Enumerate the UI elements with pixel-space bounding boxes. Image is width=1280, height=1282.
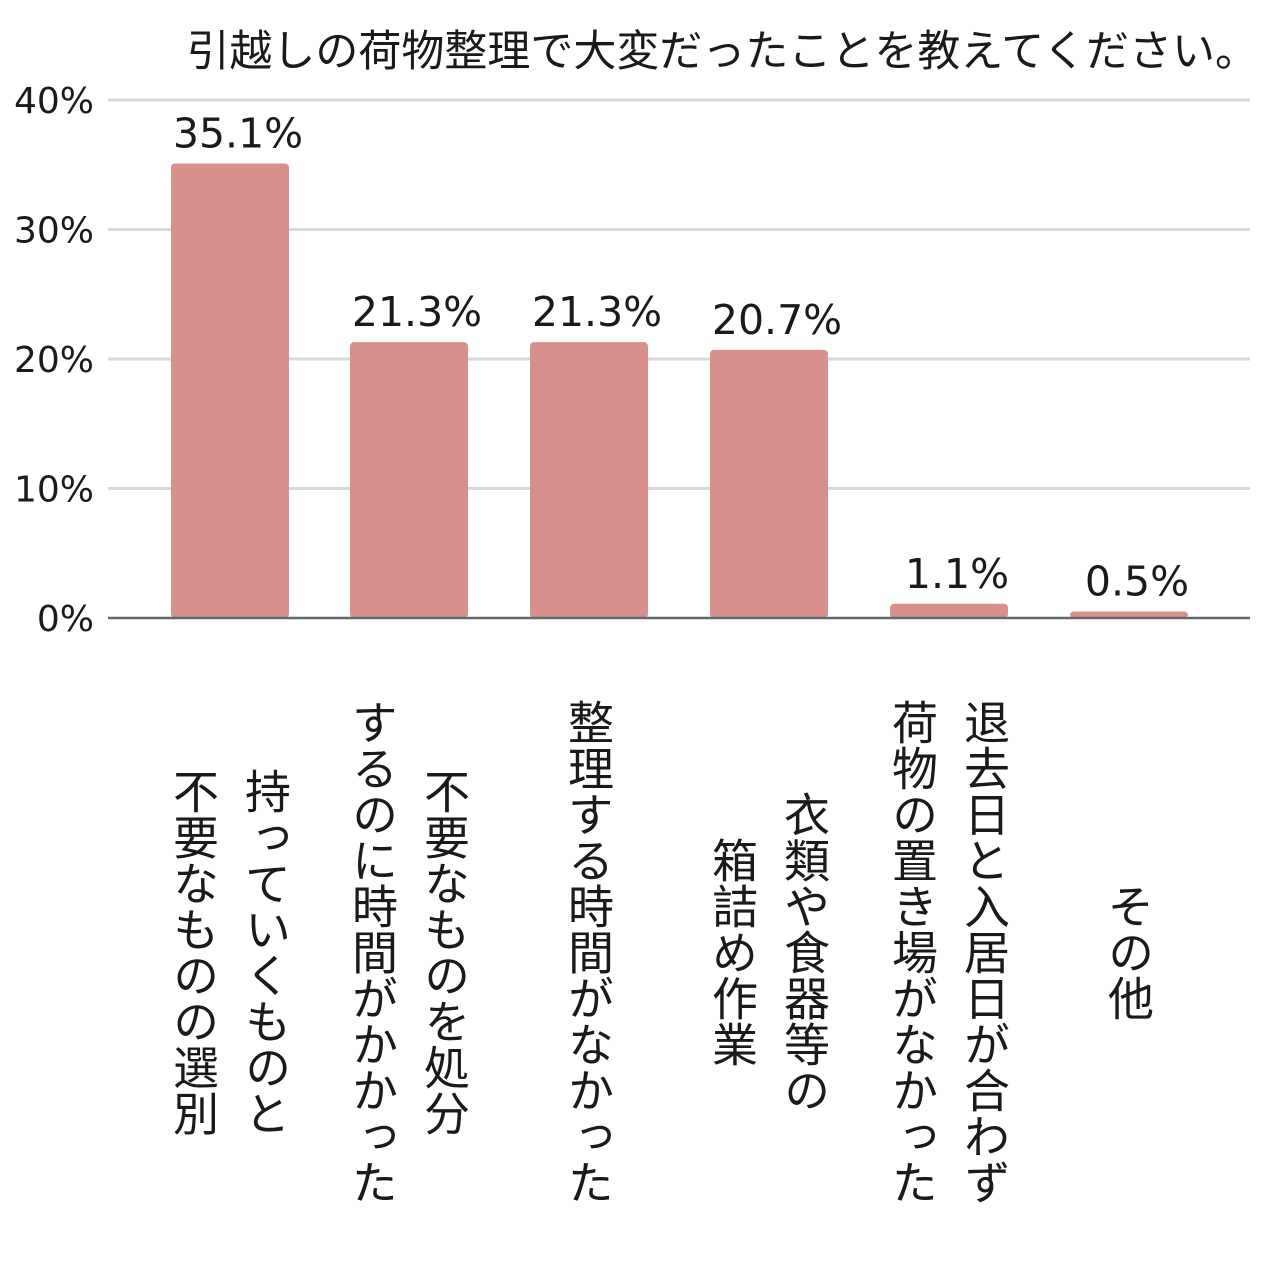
category-label: 荷物の置き場がなかった bbox=[885, 699, 939, 1205]
category-label: するのに時間がかかった bbox=[345, 699, 399, 1205]
bar bbox=[1070, 611, 1188, 618]
bar bbox=[710, 349, 828, 618]
category-label: 退去日と入居日が合わず bbox=[957, 699, 1011, 1205]
bar bbox=[171, 163, 289, 618]
category-label: 不要なものの選別 bbox=[166, 768, 220, 1136]
data-label: 35.1% bbox=[173, 109, 303, 157]
gridlines bbox=[108, 98, 1250, 490]
category-label: 衣類や食器等の bbox=[777, 791, 831, 1113]
y-tick-label: 10% bbox=[14, 470, 94, 511]
y-tick-label: 0% bbox=[37, 599, 94, 640]
data-labels: 35.1% 21.3% 21.3% 20.7% 1.1% 0.5% bbox=[173, 109, 1189, 605]
data-label: 21.3% bbox=[532, 288, 662, 336]
bars bbox=[171, 163, 1188, 618]
category-label: 持っていくものと bbox=[238, 768, 292, 1136]
bar bbox=[350, 342, 468, 618]
chart-title: 引越しの荷物整理で大変だったことを教えてください。 bbox=[186, 27, 1258, 77]
category-label: 箱詰め作業 bbox=[705, 837, 759, 1067]
y-tick-label: 30% bbox=[14, 211, 94, 252]
bar bbox=[530, 342, 648, 618]
data-label: 1.1% bbox=[905, 550, 1009, 598]
category-label: 整理する時間がなかった bbox=[561, 699, 615, 1205]
data-label: 21.3% bbox=[352, 288, 482, 336]
data-label: 20.7% bbox=[712, 296, 842, 344]
category-label: その他 bbox=[1101, 883, 1155, 1021]
category-label: 不要なものを処分 bbox=[417, 768, 471, 1136]
y-axis-ticks: 0% 10% 20% 30% 40% bbox=[14, 81, 94, 640]
y-tick-label: 40% bbox=[14, 81, 94, 122]
bar bbox=[890, 603, 1008, 618]
y-tick-label: 20% bbox=[14, 340, 94, 381]
data-label: 0.5% bbox=[1085, 558, 1189, 606]
